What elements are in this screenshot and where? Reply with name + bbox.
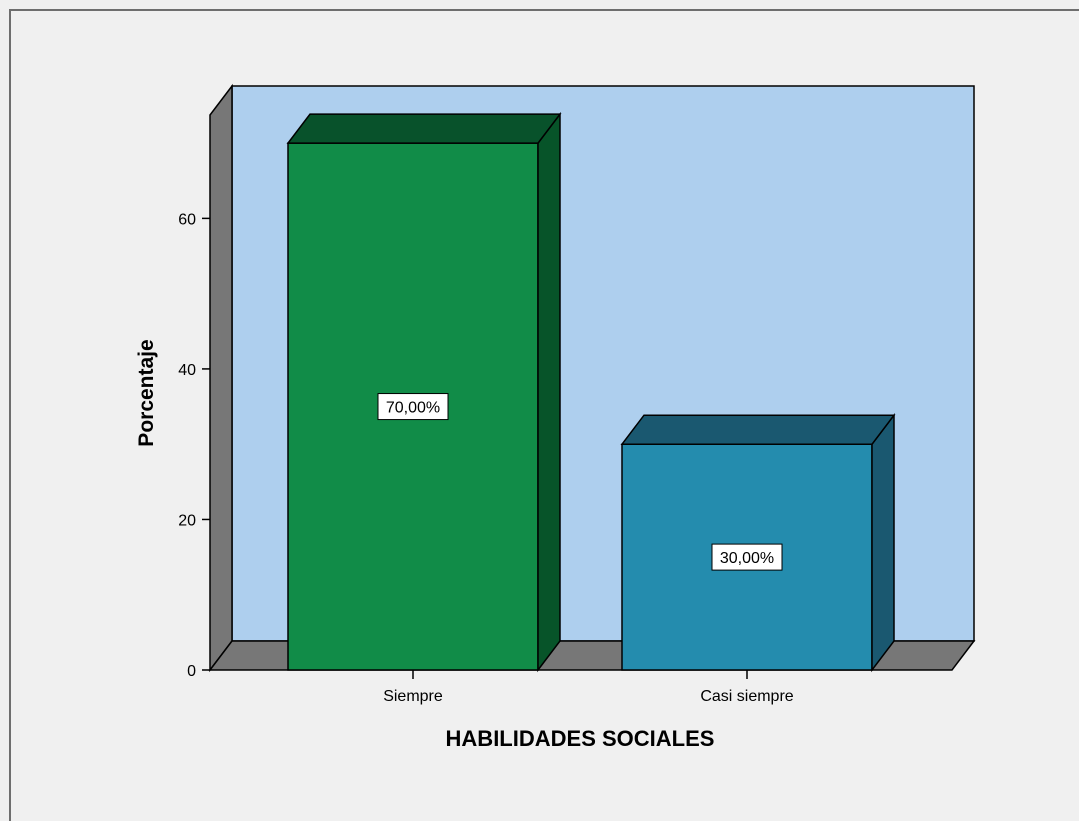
bar-1: 70,00% xyxy=(286,111,562,673)
bar-side xyxy=(871,412,895,673)
data-label: 70,00% xyxy=(386,400,440,417)
y-tick-label: 40 xyxy=(178,362,196,379)
data-label-box xyxy=(711,543,783,571)
bars-group: 70,00% 30,00% xyxy=(286,111,896,673)
bar-top xyxy=(620,414,896,445)
plot-left-wall xyxy=(209,83,233,673)
y-tick-label: 60 xyxy=(178,211,196,228)
y-tick-label: 0 xyxy=(187,663,196,680)
bar-side xyxy=(537,111,561,673)
bar-2: 30,00% xyxy=(620,412,896,673)
y-tick-label: 20 xyxy=(178,512,196,529)
data-label: 30,00% xyxy=(720,550,774,567)
y-axis-title: Porcentaje xyxy=(135,339,158,446)
x-axis-title: HABILIDADES SOCIALES xyxy=(446,726,715,751)
y-axis: 0 20 40 60 xyxy=(178,211,210,680)
x-tick-label: Casi siempre xyxy=(700,688,793,705)
bar-top xyxy=(286,113,562,144)
data-label-box xyxy=(377,393,449,421)
x-axis: Siempre Casi siempre xyxy=(383,670,794,705)
frame-border xyxy=(9,9,1079,821)
x-tick-label: Siempre xyxy=(383,688,443,705)
